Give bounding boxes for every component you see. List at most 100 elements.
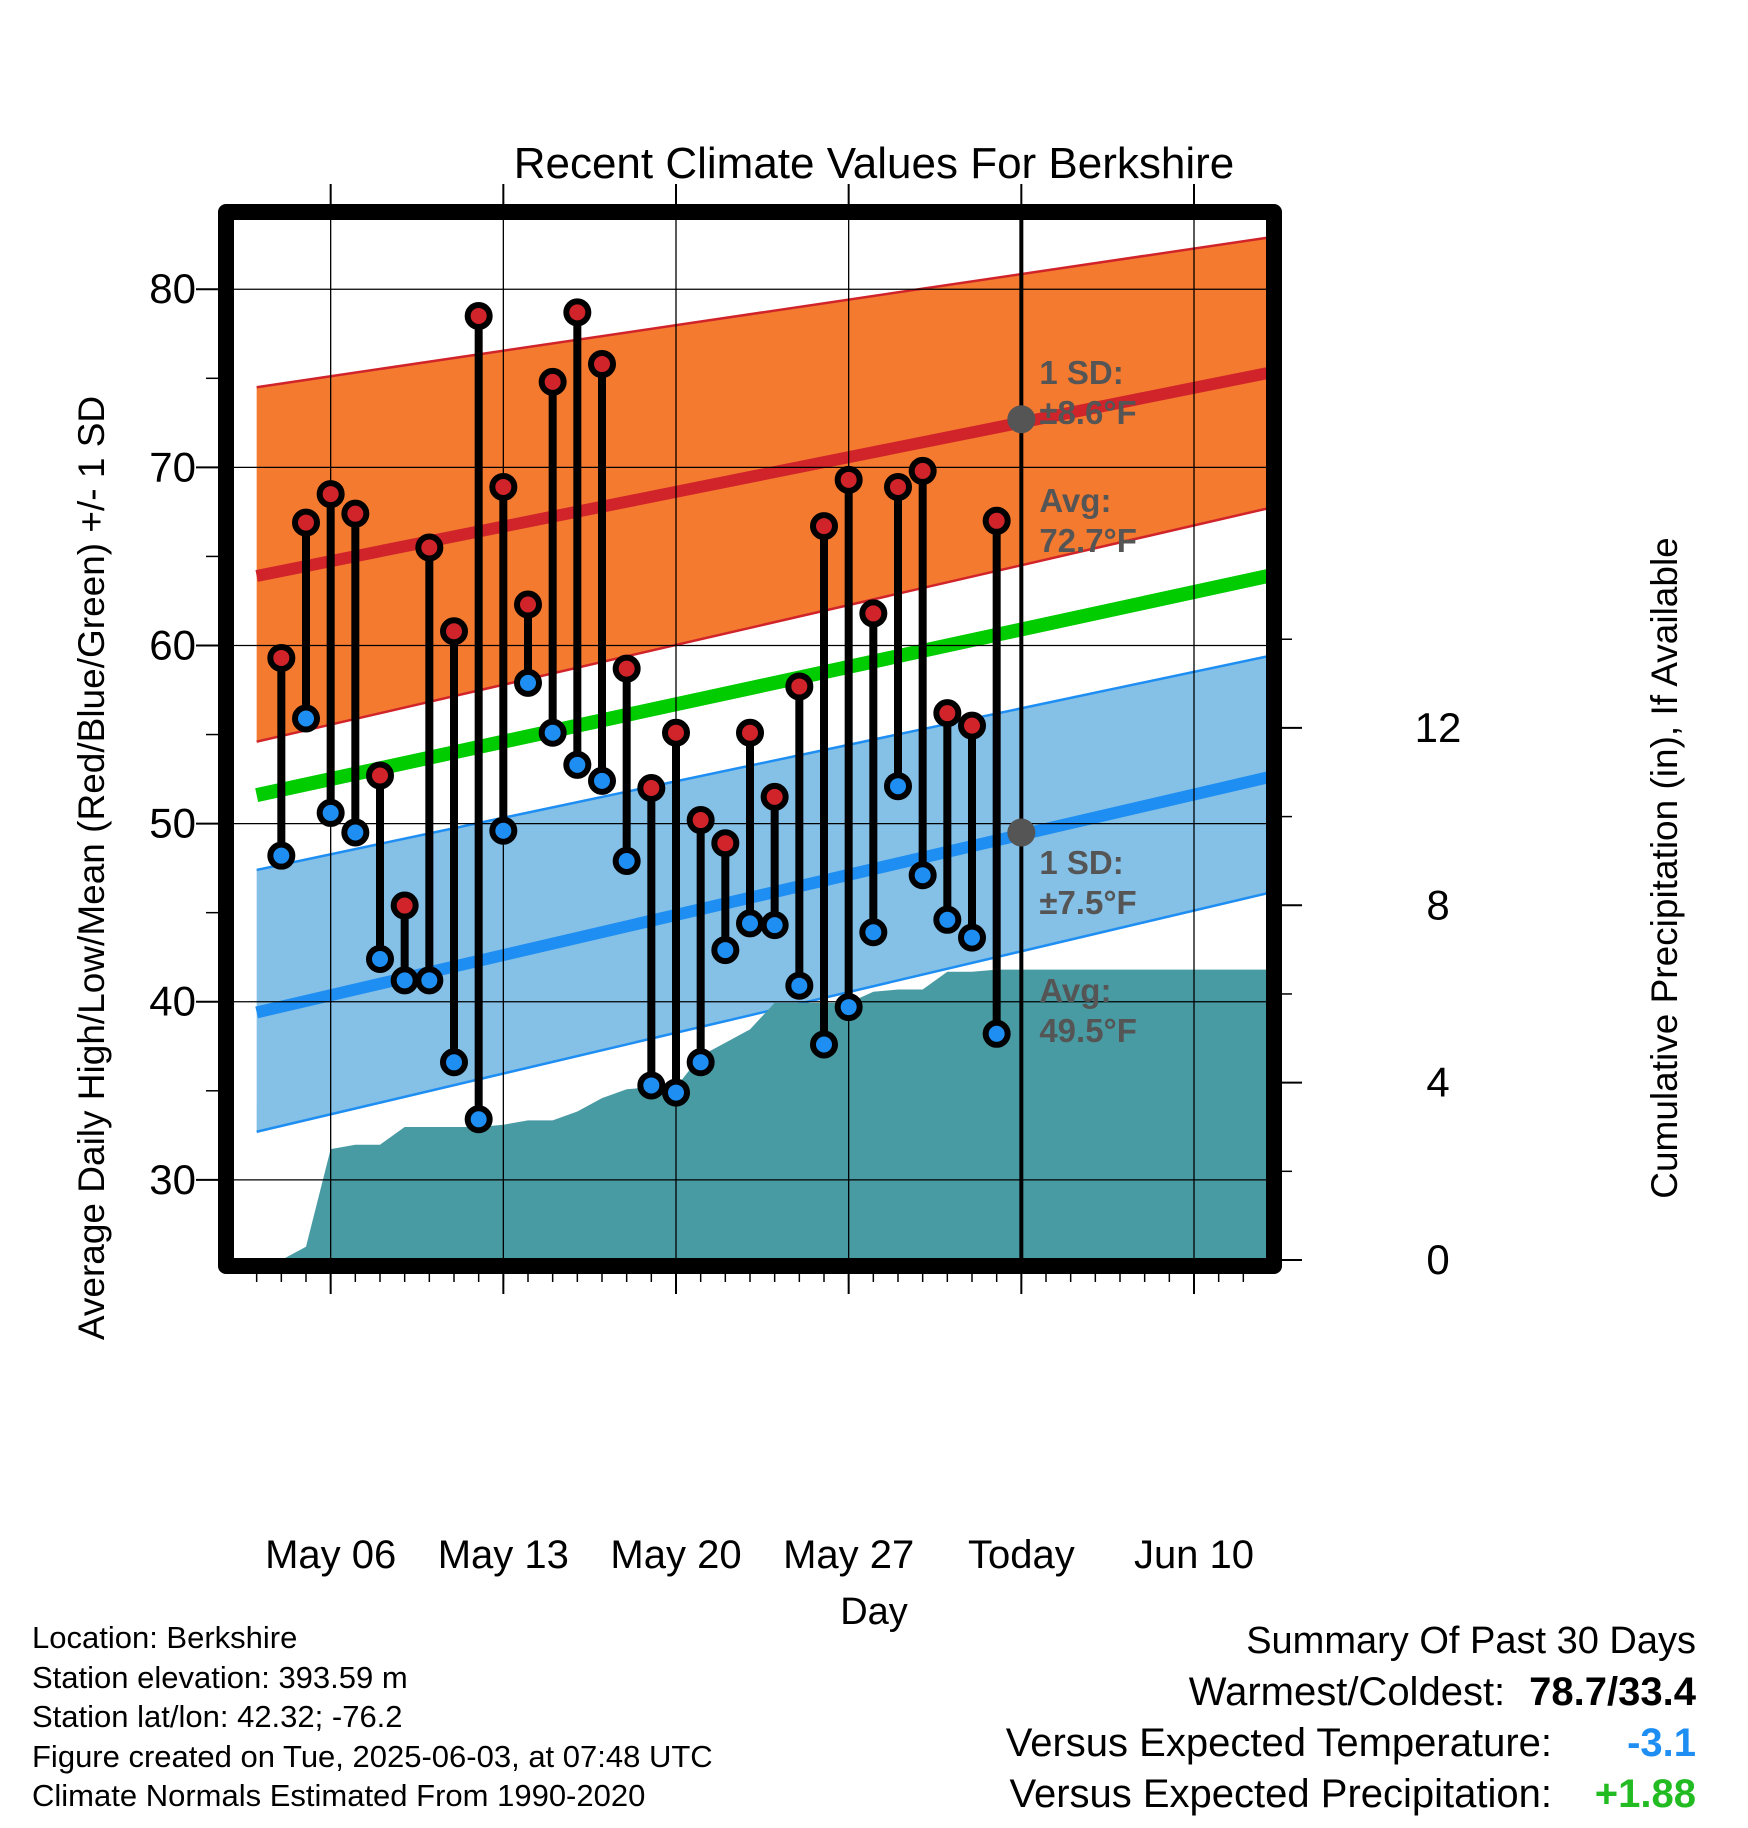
y-axis-label: Average Daily High/Low/Mean (Red/Blue/Gr… (71, 396, 112, 1340)
high-point-11 (514, 590, 542, 619)
high-point-5 (366, 761, 394, 790)
y-tick-label-50: 50 (149, 800, 196, 847)
temp-anomaly-row: Versus Expected Temperature: -3.1 (1006, 1718, 1696, 1769)
low-point-13 (563, 750, 592, 779)
chart-title: Recent Climate Values For Berkshire (514, 139, 1235, 188)
high-sd-label-line-1: 1 SD: (1039, 354, 1123, 391)
plot-frame (218, 204, 1282, 1274)
low-point-9 (464, 1105, 493, 1134)
high-point-16 (637, 773, 666, 802)
low-point-2 (292, 704, 320, 733)
high-point-2 (292, 508, 320, 537)
low-point-30 (982, 1019, 1011, 1048)
low-point-7 (415, 966, 444, 995)
high-point-17 (662, 718, 690, 747)
high-point-25 (859, 599, 888, 628)
low-point-29 (958, 923, 986, 952)
low-sd-label-line-2: ±7.5°F (1039, 884, 1136, 921)
high-point-6 (390, 891, 419, 920)
precip-anomaly-label: Versus Expected Precipitation: (1009, 1772, 1552, 1816)
warm-cold-label: Warmest/Coldest: (1188, 1670, 1506, 1714)
window-days-label: 30 Days (1033, 1381, 1117, 1466)
low-point-15 (612, 847, 641, 876)
low-point-16 (637, 1071, 666, 1100)
high-point-1 (267, 643, 296, 672)
temp-anomaly-label: Versus Expected Temperature: (1005, 1721, 1552, 1765)
y2-axis-label: Cumulative Precipitation (in), If Availa… (1644, 537, 1685, 1199)
low-point-10 (489, 816, 518, 845)
high-point-20 (736, 718, 764, 747)
low-point-14 (588, 766, 616, 795)
low-upper-edge (256, 654, 1268, 872)
low-point-4 (341, 818, 370, 847)
low-point-24 (834, 993, 863, 1022)
low-point-12 (538, 718, 567, 747)
high-point-12 (538, 367, 567, 396)
low-point-23 (810, 1030, 838, 1059)
y2-tick-label-8: 8 (1426, 881, 1449, 928)
y2-tick-label-4: 4 (1426, 1059, 1449, 1106)
low-point-20 (736, 909, 764, 938)
high-point-3 (316, 480, 345, 509)
precip-area (256, 969, 1268, 1260)
x-tick-label-1: May 06 (265, 1533, 396, 1577)
low-point-1 (267, 841, 296, 870)
x-tick-label-2: May 13 (438, 1533, 569, 1577)
low-lower-edge (256, 891, 1268, 1133)
warm-cold-value: 78.7/33.4 (1529, 1670, 1696, 1714)
high-point-8 (440, 617, 468, 646)
y2-tick-label-0: 0 (1426, 1236, 1449, 1283)
y-tick-label-70: 70 (149, 443, 196, 490)
warm-cold-row: Warmest/Coldest: 78.7/33.4 (1006, 1667, 1696, 1718)
low-point-8 (440, 1048, 468, 1077)
temp-anomaly-value: -3.1 (1627, 1721, 1696, 1765)
low-point-21 (760, 911, 789, 940)
low-point-5 (366, 944, 394, 973)
high-avg-label: Avg: 72.7°F (1039, 482, 1137, 559)
high-point-9 (464, 301, 493, 330)
y-tick-label-60: 60 (149, 621, 196, 668)
mean-avg-line (255, 569, 1268, 802)
high-point-26 (884, 472, 912, 501)
high-point-30 (982, 506, 1011, 535)
high-upper-edge (256, 236, 1268, 389)
high-point-27 (908, 456, 937, 485)
high-point-14 (588, 350, 616, 379)
low-point-18 (686, 1048, 715, 1077)
normals-text: Climate Normals Estimated From 1990-2020 (32, 1778, 646, 1813)
high-point-24 (834, 465, 863, 494)
high-point-23 (810, 512, 838, 541)
location-text: Location: Berkshire (32, 1620, 298, 1655)
y2-tick-label-12: 12 (1415, 704, 1462, 751)
high-point-15 (612, 654, 641, 683)
high-point-19 (711, 829, 740, 858)
x-tick-label-5: Today (968, 1533, 1075, 1577)
high-avg-label-line-1: Avg: (1039, 482, 1111, 519)
low-point-26 (884, 772, 912, 801)
x-axis-label: Day (840, 1591, 908, 1633)
high-point-7 (415, 533, 444, 562)
high-avg-label-line-2: 72.7°F (1039, 522, 1137, 559)
low-point-11 (514, 668, 542, 697)
y-tick-label-40: 40 (149, 978, 196, 1025)
low-avg-label-line-1: Avg: (1039, 972, 1111, 1009)
low-point-25 (859, 918, 888, 947)
high-point-22 (785, 672, 814, 701)
window-days-label-line-2: Days (1033, 1427, 1117, 1466)
low-point-17 (662, 1078, 690, 1107)
high-point-13 (563, 298, 592, 327)
high-sd-band (256, 237, 1268, 742)
low-avg-label-line-2: 49.5°F (1039, 1012, 1137, 1049)
high-point-21 (760, 782, 789, 811)
elevation-text: Station elevation: 393.59 m (32, 1659, 408, 1695)
high-point-28 (933, 699, 962, 728)
low-point-22 (785, 971, 814, 1000)
high-sd-label-line-2: ±8.6°F (1039, 394, 1136, 431)
low-avg-marker (1007, 818, 1036, 847)
low-point-27 (908, 861, 937, 890)
low-point-28 (933, 905, 962, 934)
low-point-19 (711, 936, 740, 965)
